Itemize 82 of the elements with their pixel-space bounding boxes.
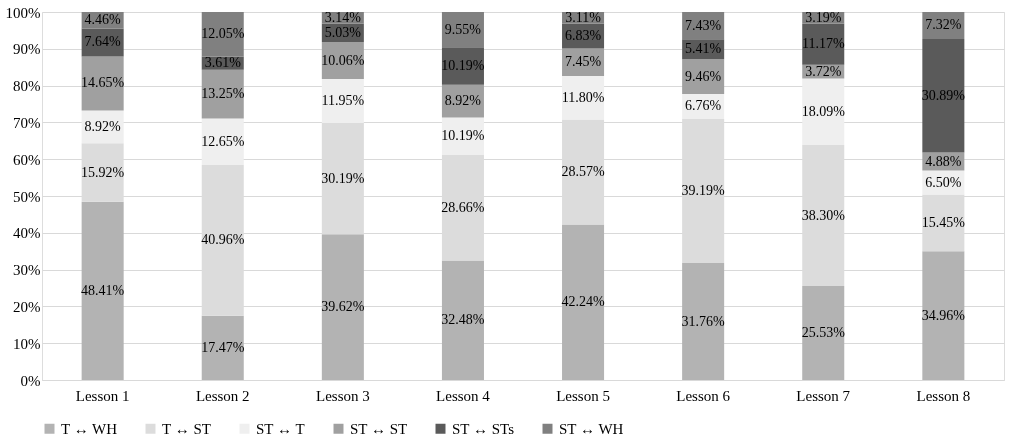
data-label: 15.92% (81, 164, 125, 180)
data-label: 6.83% (564, 28, 602, 44)
data-label: 4.88% (925, 153, 962, 169)
data-label: 34.96% (921, 307, 966, 323)
bar (802, 286, 845, 380)
data-label: 32.48% (441, 312, 485, 328)
data-label: 3.19% (805, 9, 842, 25)
data-label: 30.19% (321, 170, 365, 186)
data-label: 28.66% (441, 199, 485, 215)
y-tick-label: 90% (13, 41, 41, 58)
data-label: 10.06% (321, 52, 365, 68)
data-label: 3.61% (204, 55, 242, 71)
data-label: 5.41% (685, 41, 722, 57)
x-tick-label: Lesson 8 (916, 387, 971, 404)
bar (562, 224, 605, 380)
data-label: 10.19% (441, 57, 485, 73)
data-label: 48.41% (81, 282, 125, 298)
legend-label: ST ↔ T (256, 420, 305, 437)
data-label: 3.14% (324, 9, 362, 25)
data-label: 28.57% (561, 163, 605, 179)
data-label: 18.09% (801, 103, 846, 119)
y-tick-label: 80% (13, 78, 41, 95)
data-label: 17.47% (201, 339, 245, 355)
x-tick-label: Lesson 3 (315, 387, 370, 404)
legend-label: T ↔ ST (162, 420, 211, 437)
y-tick-label: 30% (13, 262, 41, 279)
bar (321, 234, 364, 380)
legend-label: ST ↔ WH (559, 420, 624, 437)
bar (441, 260, 484, 380)
data-label: 31.76% (681, 313, 726, 329)
data-label: 5.03% (324, 24, 362, 40)
data-label: 12.05% (201, 26, 245, 42)
y-tick-label: 0% (20, 372, 41, 389)
data-label: 3.11% (565, 9, 602, 25)
data-label: 6.76% (685, 98, 722, 114)
x-tick-label: Lesson 7 (796, 387, 851, 404)
data-label: 40.96% (201, 232, 245, 248)
data-label: 4.46% (84, 12, 122, 28)
x-tick-label: Lesson 4 (436, 387, 491, 404)
bar (81, 201, 124, 380)
data-label: 7.64% (84, 34, 122, 50)
y-tick-label: 100% (5, 4, 41, 21)
bar (802, 78, 845, 146)
data-label: 13.25% (201, 86, 245, 102)
data-label: 11.17% (801, 36, 845, 52)
data-label: 8.92% (84, 118, 122, 134)
legend-label: ST ↔ ST (350, 420, 408, 437)
data-label: 38.30% (801, 207, 846, 223)
data-label: 8.92% (444, 93, 482, 109)
bar (682, 263, 725, 380)
data-label: 9.55% (444, 21, 482, 37)
data-label: 11.95% (321, 93, 365, 109)
data-label: 39.19% (681, 183, 726, 199)
y-tick-label: 10% (13, 335, 41, 352)
data-label: 7.43% (685, 17, 722, 33)
data-label: 25.53% (801, 325, 846, 341)
data-label: 9.46% (685, 68, 722, 84)
data-label: 12.65% (201, 133, 245, 149)
x-tick-label: Lesson 5 (556, 387, 610, 404)
bar (922, 38, 965, 153)
bar (922, 251, 965, 380)
data-label: 7.45% (564, 54, 602, 70)
data-label: 7.32% (925, 17, 962, 33)
data-label: 42.24% (561, 294, 605, 310)
data-label: 14.65% (81, 75, 125, 91)
data-label: 11.80% (561, 89, 605, 105)
y-tick-label: 60% (13, 151, 41, 168)
data-label: 3.72% (805, 63, 842, 79)
x-tick-label: Lesson 1 (75, 387, 130, 404)
legend-label: T ↔ WH (61, 420, 118, 437)
x-tick-label: Lesson 6 (676, 387, 731, 404)
y-tick-label: 40% (13, 225, 41, 242)
bar (201, 315, 244, 380)
legend-label: ST ↔ STs (452, 420, 515, 437)
data-label: 39.62% (321, 299, 365, 315)
data-label: 6.50% (925, 174, 962, 190)
x-tick-label: Lesson 2 (195, 387, 250, 404)
y-tick-label: 70% (13, 114, 41, 131)
data-label: 10.19% (441, 128, 485, 144)
y-tick-label: 50% (13, 188, 41, 205)
y-tick-label: 20% (13, 298, 41, 315)
data-label: 15.45% (921, 214, 966, 230)
